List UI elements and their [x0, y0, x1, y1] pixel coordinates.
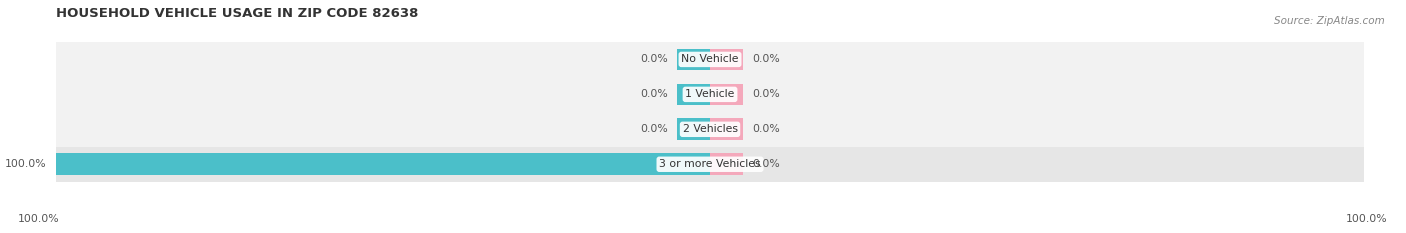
Bar	[710, 118, 742, 140]
Bar	[678, 49, 710, 70]
Text: 1 Vehicle: 1 Vehicle	[685, 89, 735, 99]
Bar	[678, 84, 710, 105]
Text: 0.0%: 0.0%	[752, 159, 780, 169]
Text: 0.0%: 0.0%	[640, 55, 668, 64]
Text: 3 or more Vehicles: 3 or more Vehicles	[659, 159, 761, 169]
Bar	[710, 84, 742, 105]
Text: 100.0%: 100.0%	[1346, 214, 1388, 224]
Bar	[56, 42, 1364, 77]
Text: 0.0%: 0.0%	[752, 89, 780, 99]
Text: 100.0%: 100.0%	[4, 159, 46, 169]
Bar	[710, 154, 742, 175]
Bar	[710, 49, 742, 70]
Bar	[56, 77, 1364, 112]
Text: 0.0%: 0.0%	[640, 89, 668, 99]
Text: No Vehicle: No Vehicle	[682, 55, 738, 64]
Bar	[678, 118, 710, 140]
Text: 100.0%: 100.0%	[18, 214, 60, 224]
Bar	[56, 112, 1364, 147]
Text: 0.0%: 0.0%	[752, 55, 780, 64]
Bar	[56, 154, 710, 175]
Text: 0.0%: 0.0%	[752, 124, 780, 134]
Text: HOUSEHOLD VEHICLE USAGE IN ZIP CODE 82638: HOUSEHOLD VEHICLE USAGE IN ZIP CODE 8263…	[56, 7, 419, 20]
Text: 2 Vehicles: 2 Vehicles	[682, 124, 738, 134]
Text: Source: ZipAtlas.com: Source: ZipAtlas.com	[1274, 16, 1385, 26]
Bar	[56, 147, 1364, 182]
Text: 0.0%: 0.0%	[640, 124, 668, 134]
